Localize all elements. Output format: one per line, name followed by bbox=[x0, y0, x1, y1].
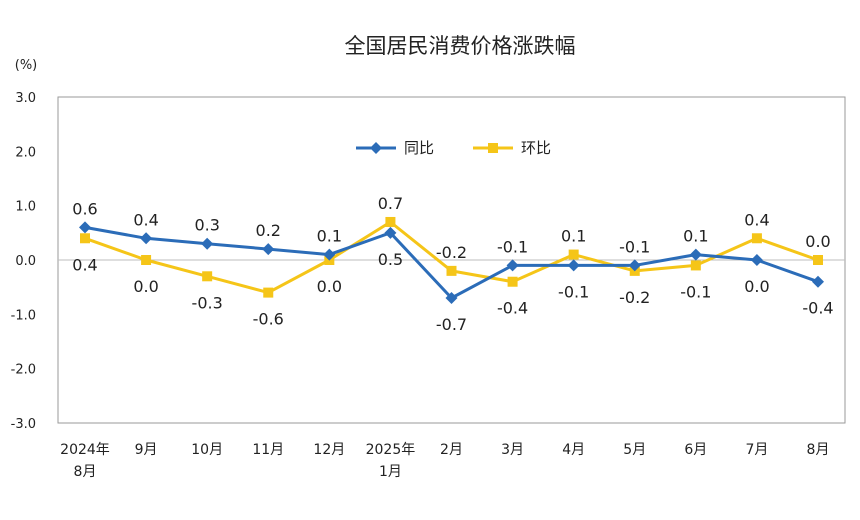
x-tick-label: 2024年 bbox=[60, 442, 110, 458]
data-label-mom: 0.7 bbox=[378, 194, 403, 213]
data-point-mom bbox=[202, 271, 213, 282]
x-tick-label: 12月 bbox=[313, 442, 345, 458]
data-label-yoy: 0.6 bbox=[72, 199, 97, 218]
data-label-mom: -0.6 bbox=[253, 310, 284, 329]
data-point-yoy bbox=[445, 292, 458, 305]
data-label-yoy: -0.1 bbox=[558, 282, 589, 301]
data-point-yoy bbox=[689, 248, 702, 261]
data-label-yoy: 0.1 bbox=[683, 227, 708, 246]
series-markers bbox=[79, 216, 824, 305]
x-tick-label: 8月 bbox=[807, 442, 830, 458]
x-tick-label: 6月 bbox=[684, 442, 707, 458]
y-tick-label: 2.0 bbox=[15, 145, 36, 160]
data-point-mom bbox=[385, 216, 396, 227]
data-label-mom: 0.4 bbox=[744, 210, 769, 229]
data-label-yoy: -0.7 bbox=[436, 315, 467, 334]
y-axis-unit-label: (%) bbox=[15, 58, 38, 73]
x-tick-label: 7月 bbox=[745, 442, 768, 458]
chart-title: 全国居民消费价格涨跌幅 bbox=[345, 34, 576, 58]
data-point-yoy bbox=[506, 259, 519, 272]
legend: 同比 环比 bbox=[356, 139, 551, 157]
data-point-yoy bbox=[323, 248, 336, 261]
legend-label: 环比 bbox=[521, 139, 551, 157]
data-label-mom: 0.1 bbox=[561, 227, 586, 246]
x-tick-label: 1月 bbox=[379, 464, 402, 480]
y-tick-label: 1.0 bbox=[15, 200, 36, 215]
data-point-mom bbox=[263, 287, 274, 298]
data-label-mom: -0.4 bbox=[497, 299, 528, 318]
y-tick-label: -3.0 bbox=[11, 417, 36, 432]
data-label-mom: 0.4 bbox=[72, 255, 97, 274]
data-point-yoy bbox=[79, 221, 91, 234]
data-label-yoy: 0.4 bbox=[133, 210, 158, 229]
data-label-mom: 0.0 bbox=[317, 277, 342, 296]
legend-marker bbox=[370, 142, 382, 154]
data-point-yoy bbox=[812, 275, 824, 288]
x-axis-ticks: 2024年 8月 9月 10月 11月 12月 2025年 1月 2月 3月 4月 5月 6月 7月 8月 bbox=[60, 442, 829, 480]
x-tick-label: 4月 bbox=[562, 442, 585, 458]
data-label-mom: 0.0 bbox=[805, 232, 830, 251]
data-label-yoy: -0.4 bbox=[802, 299, 833, 318]
data-label-yoy: 0.0 bbox=[744, 277, 769, 296]
data-point-yoy bbox=[628, 259, 641, 272]
data-point-yoy bbox=[567, 259, 580, 272]
data-point-yoy bbox=[750, 254, 763, 266]
data-label-mom: 0.0 bbox=[133, 277, 158, 296]
data-point-mom bbox=[568, 249, 579, 260]
data-point-mom bbox=[141, 255, 152, 265]
y-tick-label: 0.0 bbox=[15, 254, 36, 269]
data-labels: 0.6 0.4 0.3 0.2 0.1 0.5 -0.7 -0.1 -0.1 -0.1 0.1 0.0… bbox=[72, 194, 833, 334]
data-point-yoy bbox=[140, 232, 153, 245]
data-label-yoy: 0.5 bbox=[378, 250, 403, 269]
data-label-yoy: -0.1 bbox=[497, 237, 528, 256]
x-tick-label: 8月 bbox=[74, 464, 97, 480]
data-point-yoy bbox=[384, 226, 397, 239]
data-label-mom: -0.2 bbox=[619, 288, 650, 307]
y-tick-label: 3.0 bbox=[15, 91, 36, 106]
x-tick-label: 3月 bbox=[501, 442, 524, 458]
data-point-mom bbox=[751, 233, 762, 244]
data-point-mom bbox=[813, 255, 823, 265]
data-point-mom bbox=[690, 260, 701, 271]
data-point-mom bbox=[80, 233, 90, 244]
data-point-mom bbox=[446, 265, 457, 276]
x-tick-label: 2025年 bbox=[366, 442, 416, 458]
data-label-mom: -0.3 bbox=[192, 293, 223, 312]
data-label-mom: -0.2 bbox=[436, 243, 467, 262]
legend-marker bbox=[488, 143, 498, 153]
y-tick-label: -2.0 bbox=[11, 363, 36, 378]
data-point-mom bbox=[507, 276, 518, 287]
data-point-yoy bbox=[262, 243, 275, 256]
data-label-mom: -0.1 bbox=[680, 282, 711, 301]
data-label-yoy: 0.1 bbox=[317, 227, 342, 246]
y-tick-label: -1.0 bbox=[11, 308, 36, 323]
legend-label: 同比 bbox=[404, 139, 434, 157]
x-tick-label: 9月 bbox=[135, 442, 158, 458]
x-tick-label: 11月 bbox=[252, 442, 284, 458]
x-tick-label: 10月 bbox=[191, 442, 223, 458]
data-label-yoy: 0.3 bbox=[194, 216, 219, 235]
y-axis-ticks: 3.0 2.0 1.0 0.0 -1.0 -2.0 -3.0 bbox=[11, 91, 36, 432]
x-tick-label: 5月 bbox=[623, 442, 646, 458]
x-tick-label: 2月 bbox=[440, 442, 463, 458]
data-point-yoy bbox=[201, 237, 214, 250]
data-label-yoy: -0.1 bbox=[619, 237, 650, 256]
data-label-yoy: 0.2 bbox=[256, 221, 281, 240]
